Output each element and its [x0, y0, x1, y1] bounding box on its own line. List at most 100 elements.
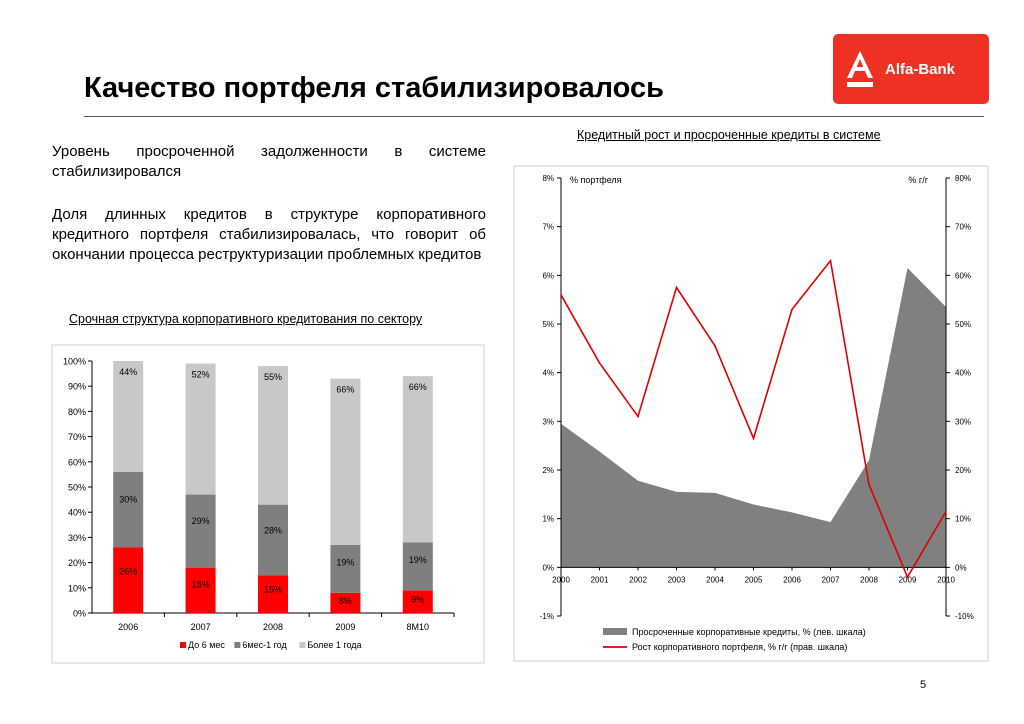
- area-right-tick-label: 50%: [955, 320, 971, 329]
- bar-y-tick-label: 10%: [68, 583, 86, 593]
- area-chart-title: Кредитный рост и просроченные кредиты в …: [577, 128, 881, 142]
- bar-y-tick-label: 30%: [68, 533, 86, 543]
- area-left-tick-label: 5%: [542, 320, 554, 329]
- bar-data-label: 29%: [192, 516, 210, 526]
- bar-segment: [330, 544, 361, 593]
- area-right-tick-label: 70%: [955, 223, 971, 232]
- bar-segment: [185, 494, 216, 568]
- area-left-tick-label: 0%: [542, 563, 554, 572]
- area-right-tick-label: 30%: [955, 417, 971, 426]
- area-x-tick-label: 2006: [783, 575, 801, 584]
- bar-data-label: 30%: [119, 494, 137, 504]
- bar-segment: [402, 542, 433, 591]
- bar-y-tick-label: 90%: [68, 382, 86, 392]
- area-left-tick-label: -1%: [540, 612, 554, 621]
- bar-y-tick-label: 100%: [63, 357, 86, 367]
- area-right-tick-label: 80%: [955, 174, 971, 183]
- area-left-tick-label: 1%: [542, 515, 554, 524]
- area-legend-swatch: [603, 628, 627, 635]
- bar-legend-label: До 6 мес: [188, 640, 225, 650]
- bar-y-tick-label: 60%: [68, 457, 86, 467]
- bar-segment: [330, 378, 361, 545]
- left-axis-label: % портфеля: [570, 175, 622, 185]
- bar-y-tick-label: 70%: [68, 432, 86, 442]
- bar-data-label: 44%: [119, 367, 137, 377]
- area-right-tick-label: 40%: [955, 369, 971, 378]
- portfolio-growth-point: [560, 294, 562, 296]
- bar-y-tick-label: 0%: [73, 609, 86, 619]
- bar-segment: [402, 590, 433, 613]
- paragraph-long-loans: Доля длинных кредитов в структуре корпор…: [52, 206, 486, 263]
- portfolio-growth-point: [598, 362, 601, 364]
- bar-data-label: 8%: [339, 596, 352, 606]
- area-right-tick-label: -10%: [955, 612, 974, 621]
- right-axis-label: % г/г: [908, 175, 928, 185]
- bar-y-tick-label: 20%: [68, 558, 86, 568]
- page-title: Качество портфеля стабилизировалось: [84, 72, 664, 104]
- area-left-tick-label: 2%: [542, 466, 554, 475]
- area-x-tick-label: 2005: [745, 575, 763, 584]
- area-x-tick-label: 2001: [591, 575, 609, 584]
- bar-data-label: 52%: [192, 370, 210, 380]
- bar-legend-swatch: [299, 642, 306, 648]
- bar-data-label: 18%: [192, 580, 210, 590]
- bar-chart-title: Срочная структура корпоративного кредито…: [69, 312, 423, 326]
- bar-x-tick-label: 8М10: [407, 622, 430, 632]
- portfolio-growth-point: [945, 510, 947, 513]
- bar-legend-swatch: [234, 642, 241, 648]
- portfolio-growth-point: [675, 286, 678, 289]
- area-x-tick-label: 2008: [860, 575, 878, 584]
- portfolio-growth-point: [791, 308, 793, 311]
- portfolio-growth-point: [752, 437, 755, 440]
- overdue-loans-area: [561, 268, 946, 568]
- area-x-tick-label: 2003: [668, 575, 686, 584]
- bar-data-label: 15%: [264, 584, 282, 594]
- area-right-tick-label: 60%: [955, 271, 971, 280]
- bar-segment: [330, 592, 361, 613]
- area-left-tick-label: 7%: [542, 223, 554, 232]
- area-x-tick-label: 2004: [706, 575, 724, 584]
- bar-legend-label: 6мес-1 год: [242, 640, 287, 650]
- bar-data-label: 19%: [336, 558, 354, 568]
- bar-chart-frame: [51, 344, 485, 664]
- portfolio-growth-point: [906, 576, 909, 578]
- bar-segment: [258, 504, 288, 576]
- alfa-logo-icon: [847, 51, 873, 87]
- area-right-tick-label: 20%: [955, 466, 971, 475]
- bar-x-tick-label: 2008: [263, 622, 283, 632]
- page-number: 5: [920, 679, 927, 691]
- portfolio-growth-point: [868, 483, 870, 486]
- bar-data-label: 9%: [411, 594, 424, 604]
- area-left-tick-label: 3%: [542, 417, 554, 426]
- bar-data-label: 28%: [264, 525, 282, 535]
- bar-segment: [258, 575, 288, 613]
- bar-x-tick-label: 2009: [335, 622, 355, 632]
- bar-legend-swatch: [180, 642, 186, 648]
- bar-segment: [113, 547, 144, 613]
- bar-data-label: 66%: [409, 382, 427, 392]
- area-right-tick-label: 10%: [955, 515, 971, 524]
- area-chart-frame: [513, 165, 989, 662]
- bar-y-tick-label: 40%: [68, 508, 86, 518]
- line-legend-label: Рост корпоративного портфеля, % г/г (пра…: [632, 642, 847, 652]
- bar-x-tick-label: 2007: [191, 622, 211, 632]
- area-x-tick-label: 2007: [822, 575, 840, 584]
- title-divider: [84, 116, 984, 117]
- bar-data-label: 26%: [119, 566, 137, 576]
- portfolio-growth-point: [829, 259, 832, 262]
- bar-data-label: 55%: [264, 372, 282, 382]
- paragraph-overdue: Уровень просроченной задолженности в сис…: [52, 143, 486, 180]
- logo-text: Alfa-Bank: [885, 60, 956, 78]
- bar-segment: [113, 361, 144, 472]
- area-left-tick-label: 4%: [542, 369, 554, 378]
- area-x-tick-label: 2010: [937, 575, 955, 584]
- area-left-tick-label: 8%: [542, 174, 554, 183]
- area-x-tick-label: 2002: [629, 575, 647, 584]
- bar-segment: [185, 363, 216, 495]
- alfa-bank-logo: Alfa-Bank: [833, 34, 989, 104]
- bar-y-tick-label: 80%: [68, 407, 86, 417]
- bar-y-tick-label: 50%: [68, 483, 86, 493]
- area-right-tick-label: 0%: [955, 563, 967, 572]
